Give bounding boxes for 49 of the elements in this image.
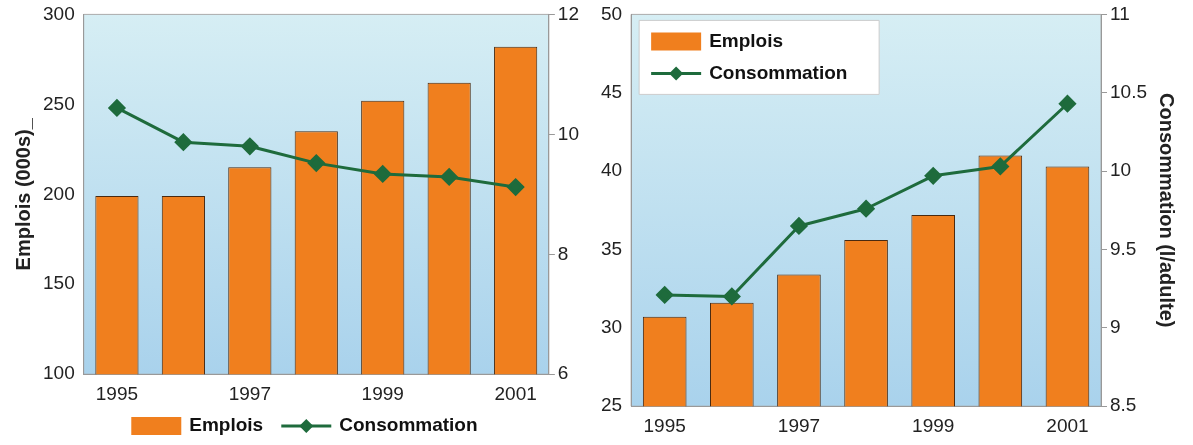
- y-axis-title: Emplois (000s)_: [11, 117, 34, 271]
- y-tick-label: 45: [600, 80, 623, 102]
- x-tick-label: 1997: [228, 382, 271, 404]
- point: [174, 133, 192, 151]
- point: [857, 200, 875, 218]
- point: [507, 178, 525, 196]
- point: [374, 165, 392, 183]
- y2-axis-title: Consommation (l/adulte): [1156, 93, 1179, 328]
- y2-tick-label: 8: [557, 242, 569, 264]
- y-tick-label: 50: [600, 2, 623, 24]
- y-tick-label: 30: [600, 316, 623, 338]
- y2-tick-label: 10.5: [1110, 80, 1147, 102]
- legend-label: Emplois: [709, 29, 784, 51]
- point: [924, 167, 942, 185]
- y2-tick-label: 9.5: [1110, 237, 1137, 259]
- y-tick-label: 250: [43, 92, 75, 114]
- x-tick-label: 1995: [95, 382, 139, 404]
- y-tick-label: 200: [43, 182, 75, 204]
- y2-tick-label: 12: [557, 2, 580, 24]
- point: [991, 157, 1009, 175]
- y-tick-label: 40: [600, 159, 623, 181]
- x-tick-label: 1995: [643, 414, 686, 436]
- point: [790, 217, 808, 235]
- x-tick-label: 2001: [494, 382, 537, 404]
- x-tick-label: 1999: [912, 414, 955, 436]
- point: [440, 168, 458, 186]
- y-tick-label: 25: [600, 394, 623, 416]
- y-tick-label: 150: [43, 272, 75, 294]
- y-tick-label: 100: [43, 362, 75, 384]
- legend-label: Consommation: [339, 414, 478, 436]
- y2-tick-label: 8.5: [1110, 394, 1137, 416]
- legend-label: Consommation: [709, 61, 848, 83]
- point: [108, 99, 126, 117]
- point: [723, 288, 741, 305]
- y2-tick-label: 10: [1110, 159, 1132, 181]
- y2-tick-label: 6: [557, 362, 569, 384]
- x-tick-label: 1999: [361, 382, 404, 404]
- x-tick-label: 2001: [1046, 414, 1089, 436]
- y-tick-label: 300: [43, 2, 75, 24]
- point: [1058, 95, 1076, 113]
- y-tick-label: 35: [600, 237, 623, 259]
- point: [307, 154, 325, 172]
- x-tick-label: 1997: [777, 414, 821, 436]
- legend-label: Emplois: [189, 414, 264, 436]
- y2-tick-label: 9: [1110, 316, 1121, 338]
- y2-tick-label: 11: [1110, 2, 1130, 24]
- point: [656, 286, 674, 304]
- y2-tick-label: 10: [557, 122, 580, 144]
- point: [241, 137, 259, 155]
